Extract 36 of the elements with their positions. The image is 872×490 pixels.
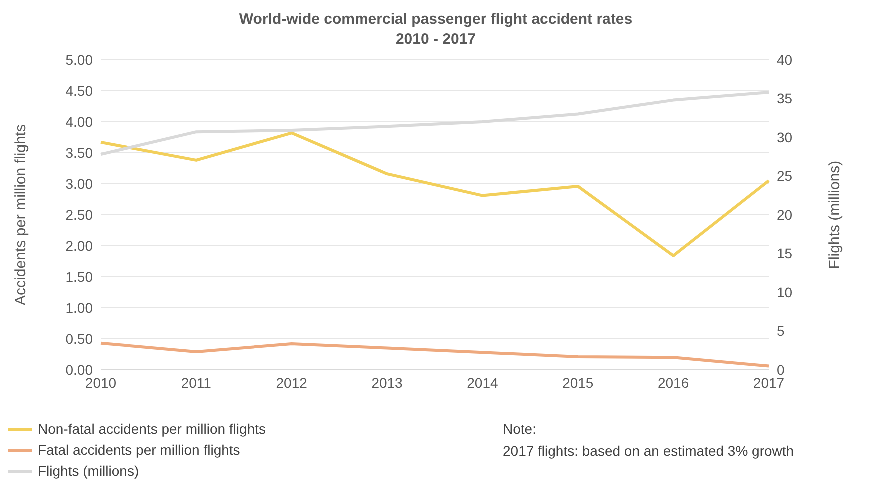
line-series xyxy=(100,342,770,368)
y2-tick-label: 35 xyxy=(777,90,793,107)
y-tick-label: 2.50 xyxy=(66,206,94,223)
legend-label: Fatal accidents per million flights xyxy=(38,441,240,460)
text: 2017 flights: based on an estimated 3% growth xyxy=(503,442,794,461)
y2-tick-label: 15 xyxy=(777,246,793,262)
y2-tick-label: 10 xyxy=(777,284,793,300)
line-series xyxy=(100,91,770,156)
x-tick-label: 2011 xyxy=(181,374,212,391)
x-tick-label: 2016 xyxy=(658,374,690,391)
y-tick-label: 0.50 xyxy=(66,330,94,347)
y2-tick-label: 20 xyxy=(777,206,793,223)
y-tick-label: 3.50 xyxy=(66,144,94,161)
y-tick-label: 1.00 xyxy=(66,300,94,316)
y-tick-label: 5.00 xyxy=(66,52,94,68)
y2-tick-label: 5 xyxy=(777,323,785,340)
y-axis-title: Accidents per million flights xyxy=(12,124,30,306)
y2-tick-label: 30 xyxy=(777,129,793,146)
y-tick-label: 3.00 xyxy=(66,176,94,192)
chart-title: World-wide commercial passenger flight accident rates xyxy=(238,10,634,30)
y-tick-label: 4.00 xyxy=(66,114,94,130)
y-tick-label: 4.50 xyxy=(66,82,94,99)
y2-axis-title: Flights (millions) xyxy=(826,160,844,270)
chart-subtitle: 2010 - 2017 xyxy=(394,30,478,50)
legend-label: Non-fatal accidents per million flights xyxy=(38,420,266,439)
y2-tick-label: 40 xyxy=(777,52,793,68)
legend-label: Flights (millions) xyxy=(38,462,140,481)
x-tick-label: 2015 xyxy=(562,374,594,391)
y-tick-label: 1.50 xyxy=(66,268,94,285)
text: Note: xyxy=(503,420,538,439)
x-tick-label: 2013 xyxy=(372,374,404,391)
y2-tick-label: 25 xyxy=(777,168,793,184)
line-series xyxy=(100,132,770,258)
y-tick-label: 2.00 xyxy=(66,238,94,254)
x-tick-label: 2012 xyxy=(276,374,308,391)
x-tick-label: 2014 xyxy=(467,374,498,391)
